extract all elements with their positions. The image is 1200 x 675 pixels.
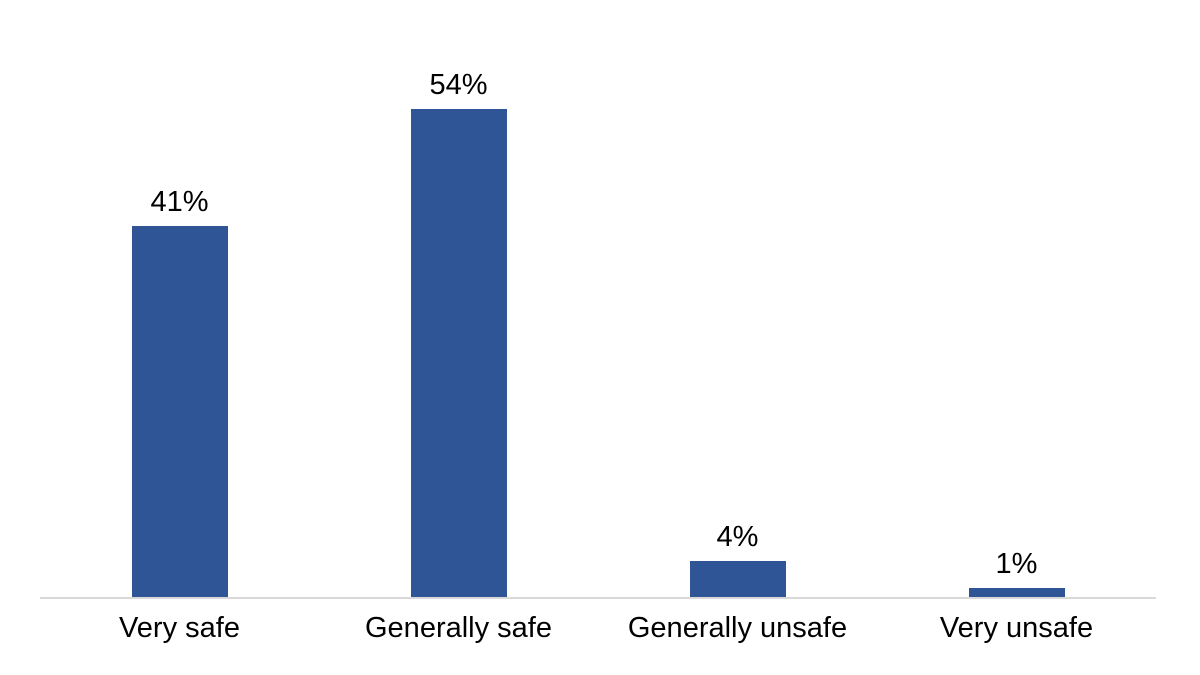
bar — [689, 561, 786, 597]
data-label: 1% — [995, 548, 1038, 581]
bar — [131, 226, 228, 597]
bar-group-generally-safe: 54% — [319, 0, 598, 597]
data-label: 54% — [429, 69, 488, 102]
x-axis-label: Very unsafe — [939, 612, 1094, 644]
x-axis-labels: Very safe Generally safe Generally unsaf… — [40, 612, 1156, 645]
bar — [410, 109, 507, 597]
bar — [968, 588, 1065, 597]
x-axis-label: Generally unsafe — [627, 612, 848, 644]
data-label: 4% — [716, 521, 759, 554]
bar-group-very-safe: 41% — [40, 0, 319, 597]
bar-group-very-unsafe: 1% — [877, 0, 1156, 597]
x-axis-label: Very safe — [119, 612, 240, 644]
plot-area: 41% 54% 4% 1% — [40, 0, 1156, 599]
x-axis-label: Generally safe — [365, 612, 552, 644]
data-label: 41% — [150, 186, 209, 219]
bar-group-generally-unsafe: 4% — [598, 0, 877, 597]
